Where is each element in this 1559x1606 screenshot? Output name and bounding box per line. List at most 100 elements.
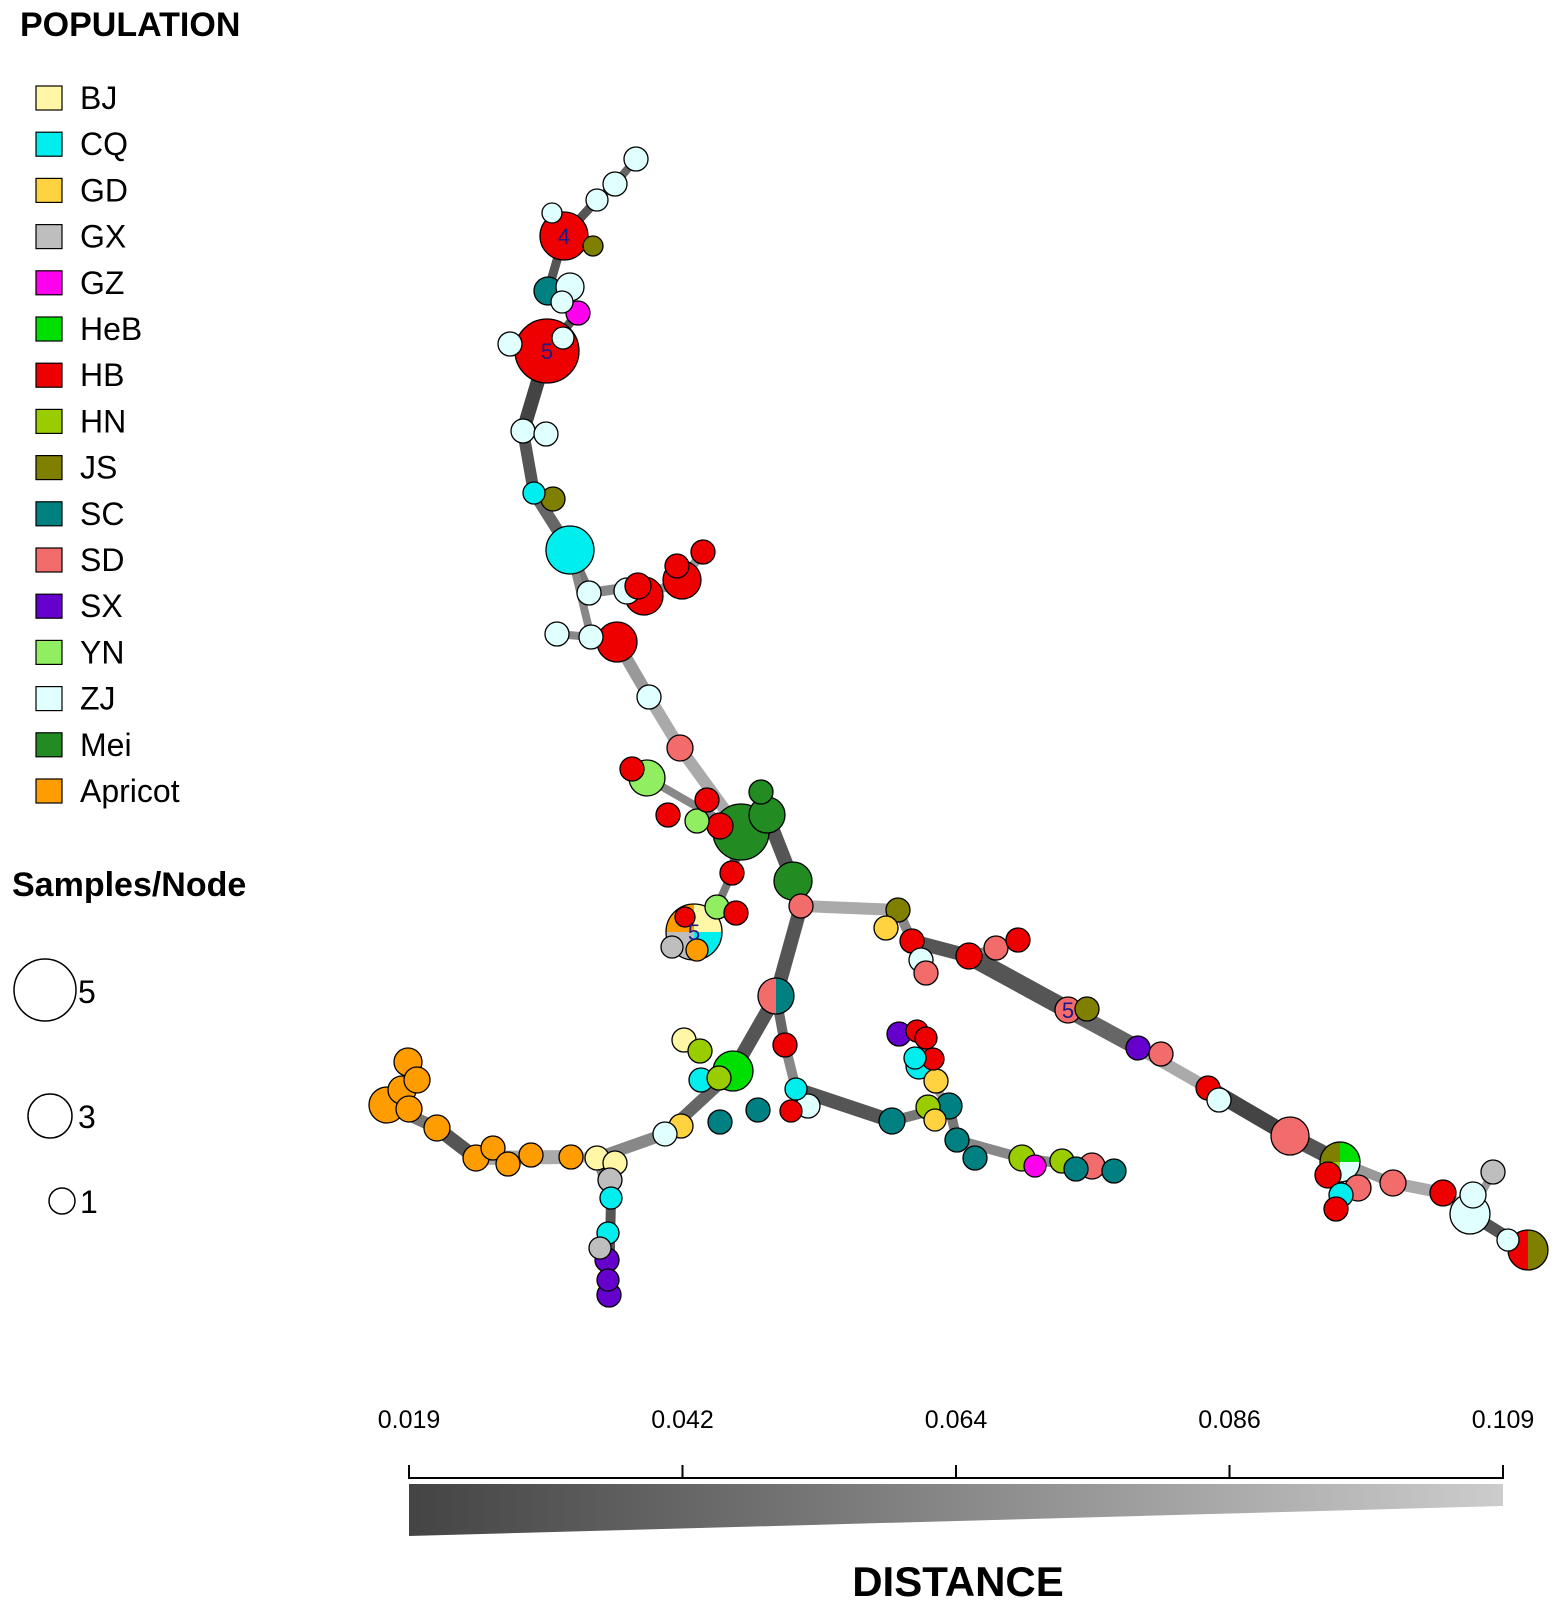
node-apricot xyxy=(558,1144,584,1170)
node-apricot xyxy=(495,1151,521,1177)
network-node xyxy=(772,1032,798,1058)
node-zj xyxy=(541,202,563,224)
network-node xyxy=(1496,1228,1520,1252)
network-node xyxy=(885,897,911,923)
network-node xyxy=(1314,1161,1342,1189)
size-legend-label-5: 5 xyxy=(78,974,96,1010)
node-zj xyxy=(652,1121,678,1147)
node-zj xyxy=(585,188,609,212)
network-node xyxy=(660,935,684,959)
node-hb xyxy=(596,621,638,663)
network-node xyxy=(550,290,574,314)
node-zj xyxy=(550,290,574,314)
network-node xyxy=(588,1236,612,1260)
network-node xyxy=(687,1038,713,1064)
distance-tick-label: 0.019 xyxy=(378,1406,441,1434)
legend-swatch-sd xyxy=(35,547,63,573)
network-node xyxy=(779,1099,803,1123)
network-node xyxy=(757,977,795,1015)
node-hb xyxy=(779,1099,803,1123)
node-hb xyxy=(655,802,681,828)
network-node xyxy=(1429,1179,1457,1207)
node-yn xyxy=(684,808,710,834)
network-node xyxy=(685,938,709,962)
network-node xyxy=(1459,1181,1487,1209)
network-node xyxy=(624,572,652,600)
node-hb xyxy=(1429,1179,1457,1207)
network-node xyxy=(599,1186,623,1210)
network-node xyxy=(578,624,604,650)
node-count-label: 4 xyxy=(558,224,570,249)
network-node xyxy=(694,787,720,813)
node-cq xyxy=(522,481,546,505)
node-zj xyxy=(533,421,559,447)
legend-label-gx: GX xyxy=(80,219,126,255)
network-node xyxy=(690,539,716,565)
network-node xyxy=(1023,1154,1047,1178)
node-zj xyxy=(1459,1181,1487,1209)
legend-label-hn: HN xyxy=(80,403,126,439)
size-legend-label-3: 3 xyxy=(78,1099,96,1135)
population-legend: BJ CQ GD GX GZ HeB HB HN JS SC SD SX YN ZJ Mei Apricot xyxy=(35,80,180,809)
node-count-label: 5 xyxy=(688,920,700,945)
node-sx xyxy=(596,1268,620,1292)
node-hb xyxy=(1314,1161,1342,1189)
node-cq xyxy=(903,1046,927,1070)
node-gd xyxy=(923,1108,947,1132)
legend-swatch-hn xyxy=(35,408,63,434)
node-hb xyxy=(624,572,652,600)
node-js xyxy=(885,897,911,923)
node-sc xyxy=(944,1127,970,1153)
node-cq xyxy=(784,1077,808,1101)
network-node xyxy=(558,1144,584,1170)
node-apricot xyxy=(403,1066,431,1094)
network-node xyxy=(602,171,628,197)
legend-swatch-gz xyxy=(35,270,63,296)
network-node xyxy=(655,802,681,828)
legend-swatch-gx xyxy=(35,224,63,250)
node-slice-heb xyxy=(1340,1142,1360,1162)
network-node xyxy=(623,146,649,172)
network-node xyxy=(539,211,589,261)
network-node xyxy=(423,1114,451,1142)
node-slice-zj xyxy=(1340,1162,1360,1182)
node-sd xyxy=(1148,1041,1174,1067)
node-sd xyxy=(788,893,814,919)
legend-label-zj: ZJ xyxy=(80,681,116,717)
size-legend-label-1: 1 xyxy=(80,1184,98,1220)
node-apricot xyxy=(480,1135,506,1161)
node-outline xyxy=(1319,1141,1361,1183)
node-js xyxy=(582,235,604,257)
distance-tick-label: 0.109 xyxy=(1472,1406,1535,1434)
legend-swatch-sx xyxy=(35,593,63,619)
network-node xyxy=(533,421,559,447)
node-slice-js xyxy=(1320,1142,1340,1162)
node-hb xyxy=(539,211,589,261)
legend-label-sc: SC xyxy=(80,496,124,532)
legend-swatch-sc xyxy=(35,501,63,527)
legend-label-apricot: Apricot xyxy=(80,773,180,809)
node-count-label: 5 xyxy=(1062,998,1074,1023)
size-legend: 5 3 1 xyxy=(13,958,98,1220)
network-node xyxy=(541,202,563,224)
network-node xyxy=(719,860,745,886)
legend-swatch-apricot xyxy=(35,778,63,804)
node-zj xyxy=(602,171,628,197)
node-zj xyxy=(623,146,649,172)
network-node xyxy=(596,1268,620,1292)
network-node xyxy=(480,1135,506,1161)
network-edge xyxy=(795,900,904,916)
node-zj xyxy=(636,684,662,710)
node-slice-sd xyxy=(758,978,776,1014)
node-apricot xyxy=(685,938,709,962)
size-legend-circle-3 xyxy=(27,1093,73,1139)
node-hn xyxy=(687,1038,713,1064)
legend-title: POPULATION xyxy=(20,6,240,44)
network-node xyxy=(748,779,774,805)
node-hb xyxy=(914,1026,938,1050)
node-hb xyxy=(619,756,645,782)
node-sd xyxy=(913,960,939,986)
node-hb xyxy=(690,539,716,565)
legend-label-gd: GD xyxy=(80,172,128,208)
